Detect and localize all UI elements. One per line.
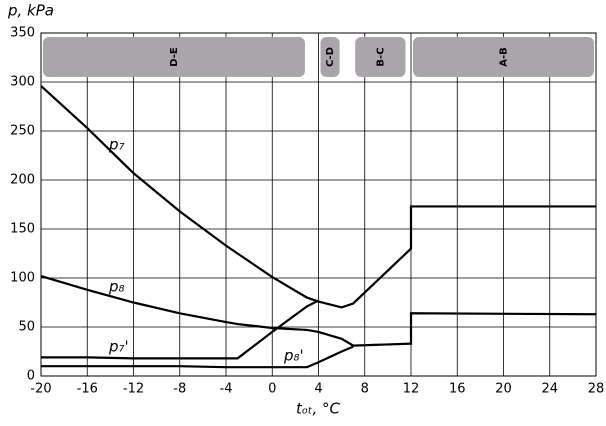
series-line <box>40 274 597 347</box>
zone-band <box>43 37 305 77</box>
y-tick-label: 350 <box>10 26 35 41</box>
x-tick-label: 20 <box>495 382 512 397</box>
x-tick-label: -12 <box>123 382 144 397</box>
zone-label: C-D <box>325 47 336 67</box>
series-label: p₈' <box>283 347 304 365</box>
zone-label: B-C <box>375 47 386 66</box>
x-tick-label: 24 <box>541 382 558 397</box>
series-label: p₇' <box>108 338 129 356</box>
x-tick-label: 16 <box>449 382 466 397</box>
zone-band <box>320 37 340 77</box>
zone-label: D-E <box>169 47 180 67</box>
x-axis-title: tₒₜ, °C <box>296 400 341 418</box>
series-line <box>41 299 319 360</box>
x-tick-label: 8 <box>361 382 369 397</box>
zone-band <box>355 37 406 77</box>
y-tick-label: 200 <box>10 173 35 188</box>
series-line <box>40 85 596 309</box>
y-axis-title: p, kPa <box>7 2 54 20</box>
y-tick-label: 100 <box>10 271 35 286</box>
series-label: p₇ <box>108 136 125 154</box>
y-tick-label: 150 <box>10 222 35 237</box>
y-tick-label: 250 <box>10 124 35 139</box>
y-tick-label: 0 <box>27 369 35 384</box>
series-label: p₈ <box>108 278 125 296</box>
y-tick-label: 50 <box>18 320 35 335</box>
x-tick-label: 4 <box>314 382 322 397</box>
series-line <box>41 345 354 369</box>
x-tick-label: 28 <box>588 382 605 397</box>
plot-frame <box>40 32 597 377</box>
x-tick-label: -20 <box>30 382 51 397</box>
x-tick-label: -4 <box>220 382 233 397</box>
zone-band <box>413 37 594 77</box>
x-tick-label: -8 <box>173 382 186 397</box>
x-tick-label: -16 <box>77 382 98 397</box>
x-tick-label: 12 <box>403 382 420 397</box>
zone-label: A-B <box>499 47 510 67</box>
y-tick-label: 300 <box>10 75 35 90</box>
x-tick-label: 0 <box>268 382 276 397</box>
